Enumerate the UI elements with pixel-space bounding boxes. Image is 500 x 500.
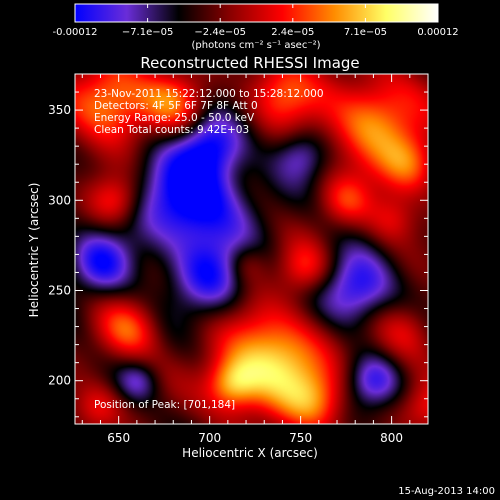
- annotation-detectors: Detectors: 4F 5F 6F 7F 8F Att 0: [94, 100, 258, 112]
- colorbar-tick-label: 0.00012: [417, 27, 458, 38]
- colorbar-ticks: -0.00012 −7.1e−05 −2.4e−05 2.4e−05 7.1e−05 0.…: [53, 4, 459, 38]
- y-tick-label: 200: [48, 374, 71, 388]
- x-tick-label: 700: [198, 431, 221, 445]
- annotation-time: 23-Nov-2011 15:22:12.000 to 15:28:12.000: [94, 88, 324, 100]
- axis-ticks: 650 700 750 800 200 250 300 350: [48, 73, 429, 445]
- colorbar: [74, 3, 439, 23]
- colorbar-tick-label: −2.4e−05: [194, 27, 246, 38]
- x-tick-label: 800: [380, 431, 403, 445]
- annotation-energy: Energy Range: 25.0 - 50.0 keV: [94, 112, 255, 124]
- footer-date: 15-Aug-2013 14:00: [398, 486, 495, 497]
- colorbar-label: (photons cm⁻² s⁻¹ asec⁻²): [191, 40, 320, 51]
- x-axis-label: Heliocentric X (arcsec): [182, 446, 318, 460]
- heatmap-image: [75, 74, 428, 424]
- x-tick-label: 650: [107, 431, 130, 445]
- chart-title: Reconstructed RHESSI Image: [140, 54, 359, 72]
- y-axis-label: Heliocentric Y (arcsec): [27, 183, 41, 318]
- annotation-counts: Clean Total counts: 9.42E+03: [94, 124, 249, 136]
- annotations: 23-Nov-2011 15:22:12.000 to 15:28:12.000…: [94, 88, 324, 411]
- annotation-peak: Position of Peak: [701,184]: [94, 399, 235, 411]
- colorbar-tick-label: -0.00012: [53, 27, 98, 38]
- colorbar-tick-label: 7.1e−05: [344, 27, 387, 38]
- plot-frame: [74, 73, 429, 425]
- y-tick-label: 250: [48, 283, 71, 297]
- heatmap-container: [75, 74, 428, 424]
- x-tick-label: 750: [289, 431, 312, 445]
- y-tick-label: 300: [48, 193, 71, 207]
- colorbar-tick-label: 2.4e−05: [271, 27, 314, 38]
- y-tick-label: 350: [48, 103, 71, 117]
- colorbar-tick-label: −7.1e−05: [122, 27, 174, 38]
